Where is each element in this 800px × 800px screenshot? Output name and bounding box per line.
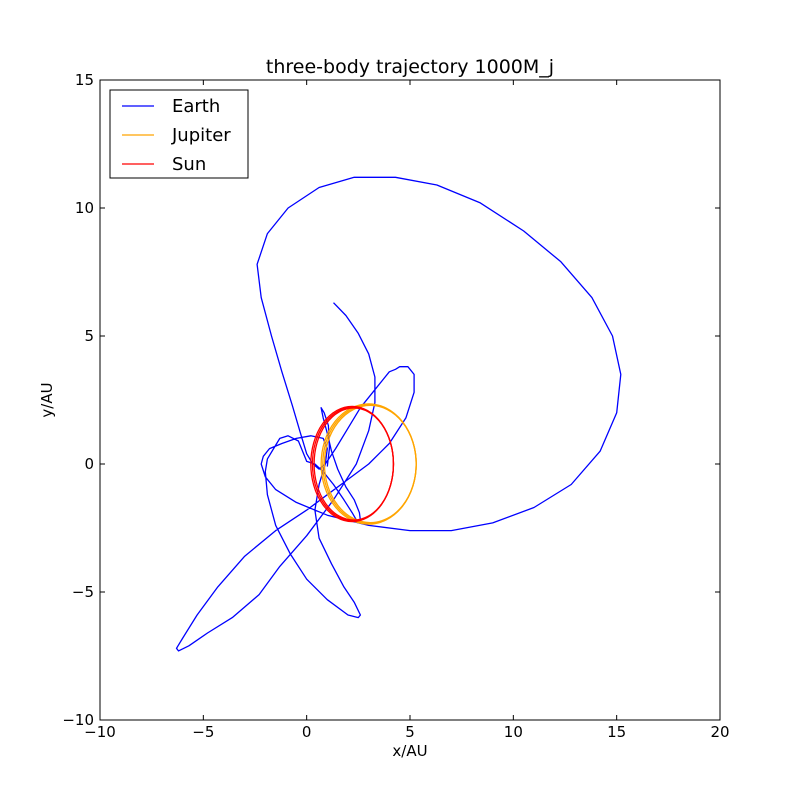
legend-entries: Earth Jupiter Sun	[122, 96, 231, 175]
chart-title: three-body trajectory 1000M_j	[266, 56, 554, 78]
ticks-layer: −10 −5 0 5 10 15 20 −10 −5 0 5 10 15	[62, 71, 729, 741]
legend-box	[109, 89, 249, 179]
axes-frame	[99, 79, 721, 721]
legend-label-jupiter: Jupiter	[171, 125, 231, 146]
series-orbit-sun	[313, 407, 395, 521]
y-tick-label: −10	[62, 711, 94, 729]
x-tick-label: 10	[504, 723, 523, 741]
x-tick-label: 5	[405, 723, 415, 741]
x-tick-label: −10	[84, 723, 116, 741]
x-tick-label: 20	[710, 723, 729, 741]
legend-label-earth: Earth	[172, 96, 220, 117]
series-orbit-jupiter	[323, 404, 417, 524]
y-tick-label: 0	[84, 455, 94, 473]
y-axis-label: y/AU	[38, 382, 56, 417]
x-tick-label: −5	[192, 723, 214, 741]
y-tick-label: 5	[84, 327, 94, 345]
legend: Earth Jupiter Sun	[109, 89, 249, 179]
y-tick-label: −5	[72, 583, 94, 601]
x-tick-label: 15	[607, 723, 626, 741]
x-axis-label: x/AU	[392, 742, 427, 760]
plot-area: −10 −5 0 5 10 15 20 −10 −5 0 5 10 15	[62, 71, 729, 741]
y-tick-label: 10	[75, 199, 94, 217]
series-line-earth	[175, 176, 622, 652]
series-layer	[175, 176, 622, 652]
x-tick-label: 0	[302, 723, 312, 741]
y-tick-label: 15	[75, 71, 94, 89]
legend-label-sun: Sun	[172, 154, 206, 175]
